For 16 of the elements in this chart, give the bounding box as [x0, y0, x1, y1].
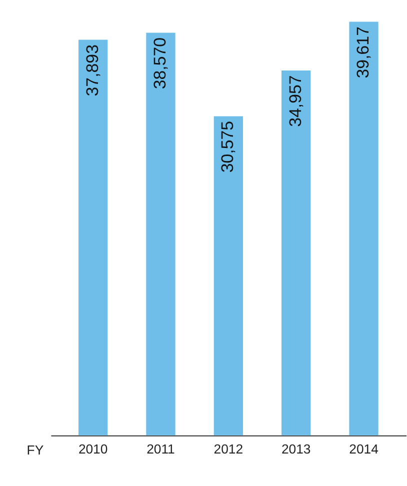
x-tick-label: 2011: [146, 442, 175, 457]
data-label: 30,575: [218, 120, 238, 173]
data-label: 39,617: [353, 26, 372, 78]
data-label: 37,893: [82, 44, 102, 96]
bar: [282, 70, 311, 436]
x-tick-label: 2010: [78, 442, 108, 457]
bar: [214, 116, 243, 436]
bar: [349, 22, 378, 436]
data-label: 34,957: [286, 75, 305, 127]
x-tick-label: 2013: [281, 442, 311, 457]
x-axis-title: FY: [26, 442, 44, 458]
x-tick-label: 2012: [214, 442, 244, 457]
data-label: 38,570: [150, 37, 170, 90]
x-tick-label: 2014: [349, 442, 378, 457]
bar: [146, 32, 176, 436]
bar: [78, 40, 108, 436]
